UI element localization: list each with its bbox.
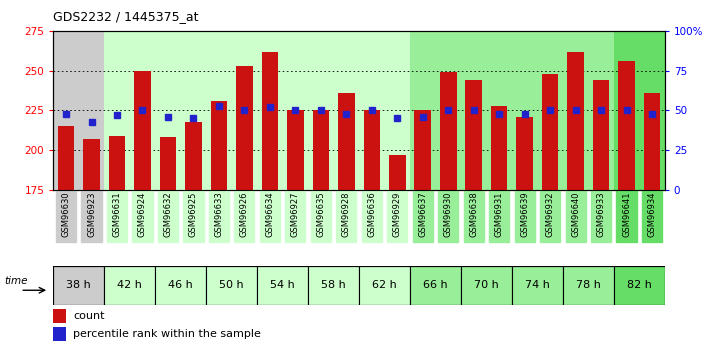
- Bar: [563, 266, 614, 305]
- Bar: [614, 31, 639, 190]
- Bar: [333, 31, 359, 190]
- Bar: [359, 266, 410, 305]
- Bar: [53, 327, 66, 341]
- Bar: [542, 74, 558, 190]
- Bar: [410, 31, 435, 190]
- Text: 58 h: 58 h: [321, 280, 346, 290]
- Bar: [160, 137, 176, 190]
- Bar: [134, 71, 151, 190]
- Bar: [155, 31, 181, 190]
- Bar: [516, 117, 533, 190]
- Bar: [619, 61, 635, 190]
- Bar: [79, 31, 105, 190]
- Bar: [58, 126, 75, 190]
- Bar: [589, 31, 614, 190]
- Text: percentile rank within the sample: percentile rank within the sample: [73, 329, 261, 339]
- Bar: [105, 266, 155, 305]
- Bar: [308, 31, 333, 190]
- Text: time: time: [4, 276, 28, 286]
- Bar: [181, 31, 206, 190]
- Text: 74 h: 74 h: [525, 280, 550, 290]
- Bar: [185, 121, 202, 190]
- Bar: [283, 31, 308, 190]
- Bar: [210, 101, 228, 190]
- Bar: [415, 110, 431, 190]
- Bar: [563, 31, 589, 190]
- Bar: [257, 31, 283, 190]
- Bar: [491, 106, 508, 190]
- Text: 70 h: 70 h: [474, 280, 499, 290]
- Bar: [512, 266, 563, 305]
- Bar: [466, 80, 482, 190]
- Bar: [53, 309, 66, 323]
- Bar: [410, 266, 461, 305]
- Bar: [639, 31, 665, 190]
- Bar: [385, 31, 410, 190]
- Text: 42 h: 42 h: [117, 280, 142, 290]
- Bar: [363, 110, 380, 190]
- Text: 46 h: 46 h: [169, 280, 193, 290]
- Text: 54 h: 54 h: [270, 280, 295, 290]
- Text: count: count: [73, 312, 105, 322]
- Bar: [461, 266, 512, 305]
- Bar: [155, 266, 206, 305]
- Text: GDS2232 / 1445375_at: GDS2232 / 1445375_at: [53, 10, 199, 23]
- Bar: [129, 31, 155, 190]
- Bar: [338, 93, 355, 190]
- Bar: [308, 266, 359, 305]
- Bar: [109, 136, 125, 190]
- Bar: [236, 66, 252, 190]
- Text: 50 h: 50 h: [220, 280, 244, 290]
- Text: 78 h: 78 h: [576, 280, 601, 290]
- Bar: [643, 93, 661, 190]
- Bar: [538, 31, 563, 190]
- Bar: [389, 155, 405, 190]
- Bar: [486, 31, 512, 190]
- Bar: [206, 31, 232, 190]
- Bar: [313, 110, 329, 190]
- Bar: [232, 31, 257, 190]
- Text: 66 h: 66 h: [423, 280, 448, 290]
- Bar: [461, 31, 486, 190]
- Bar: [262, 52, 278, 190]
- Bar: [53, 266, 105, 305]
- Text: 38 h: 38 h: [66, 280, 91, 290]
- Bar: [53, 31, 79, 190]
- Bar: [105, 31, 129, 190]
- Bar: [567, 52, 584, 190]
- Bar: [83, 139, 100, 190]
- Bar: [440, 72, 456, 190]
- Bar: [257, 266, 308, 305]
- Bar: [287, 110, 304, 190]
- Bar: [593, 80, 609, 190]
- Text: 82 h: 82 h: [627, 280, 652, 290]
- Bar: [359, 31, 385, 190]
- Bar: [435, 31, 461, 190]
- Bar: [512, 31, 538, 190]
- Bar: [206, 266, 257, 305]
- Text: 62 h: 62 h: [372, 280, 397, 290]
- Bar: [614, 266, 665, 305]
